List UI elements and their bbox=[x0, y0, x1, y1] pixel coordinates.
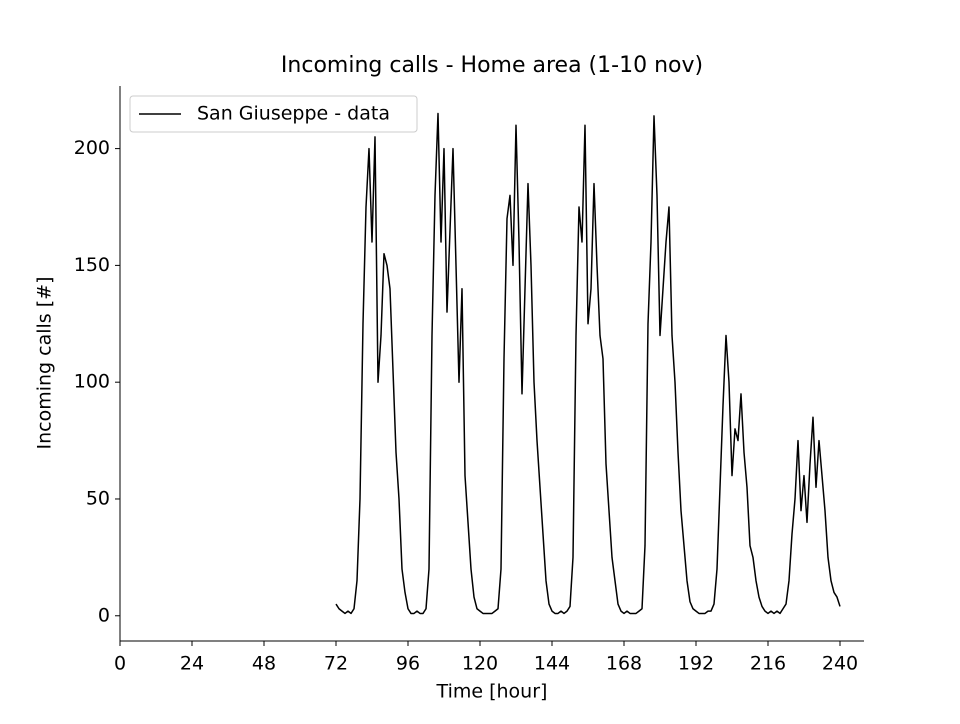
x-tick-label: 48 bbox=[252, 653, 276, 675]
x-tick-label: 216 bbox=[750, 653, 786, 675]
y-tick-label: 100 bbox=[74, 371, 110, 393]
y-tick-label: 150 bbox=[74, 254, 110, 276]
y-axis-label: Incoming calls [#] bbox=[34, 277, 56, 450]
y-tick-label: 0 bbox=[98, 604, 110, 626]
y-tick-label: 50 bbox=[86, 487, 110, 509]
x-tick-label: 192 bbox=[678, 653, 714, 675]
x-tick-label: 120 bbox=[462, 653, 498, 675]
data-line bbox=[335, 112, 841, 615]
x-tick-label: 0 bbox=[114, 653, 126, 675]
legend-label: San Giuseppe - data bbox=[197, 103, 390, 125]
x-tick-label: 72 bbox=[324, 653, 348, 675]
y-tick-label: 200 bbox=[74, 137, 110, 159]
x-axis-label: Time [hour] bbox=[436, 681, 548, 703]
x-tick-label: 240 bbox=[822, 653, 858, 675]
x-tick-label: 96 bbox=[396, 653, 420, 675]
x-tick-label: 144 bbox=[534, 653, 570, 675]
legend-box bbox=[129, 95, 418, 133]
x-tick-label: 24 bbox=[180, 653, 204, 675]
x-tick-label: 168 bbox=[606, 653, 642, 675]
chart-title: Incoming calls - Home area (1-10 nov) bbox=[281, 53, 703, 78]
